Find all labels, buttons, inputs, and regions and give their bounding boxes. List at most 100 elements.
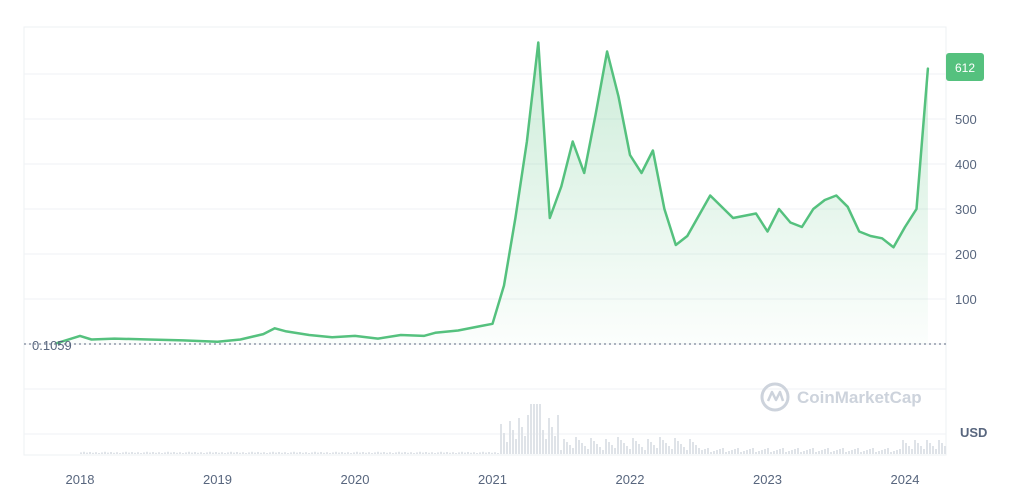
volume-bar <box>371 453 373 454</box>
volume-bar <box>257 452 259 454</box>
volume-bar <box>881 450 883 454</box>
volume-bar <box>548 418 550 454</box>
volume-bar <box>215 452 217 454</box>
volume-bar <box>701 450 703 454</box>
volume-bar <box>380 452 382 454</box>
volume-bar <box>608 442 610 454</box>
volume-bar <box>914 440 916 454</box>
volume-bar <box>788 451 790 454</box>
volume-bar <box>269 452 271 454</box>
x-tick-label: 2019 <box>203 472 232 487</box>
volume-bar <box>776 450 778 454</box>
volume-bar <box>737 448 739 454</box>
volume-bar <box>572 448 574 454</box>
volume-bar <box>131 452 133 454</box>
volume-bar <box>554 436 556 454</box>
volume-bar <box>182 453 184 454</box>
volume-bar <box>587 449 589 454</box>
volume-bar <box>755 452 757 454</box>
volume-bar <box>938 440 940 454</box>
volume-bar <box>506 442 508 454</box>
volume-bar <box>455 453 457 454</box>
volume-bar <box>500 424 502 454</box>
volume-bar <box>512 430 514 454</box>
volume-bar <box>578 440 580 454</box>
coinmarketcap-icon-mark <box>766 390 785 402</box>
volume-bar <box>188 451 190 454</box>
x-tick-label: 2024 <box>891 472 920 487</box>
volume-bar <box>920 446 922 454</box>
volume-bar <box>716 450 718 454</box>
volume-bar <box>695 445 697 454</box>
volume-bar <box>158 452 160 454</box>
volume-bar <box>470 452 472 454</box>
volume-bar <box>317 452 319 454</box>
chart-frame <box>23 26 947 456</box>
volume-bar <box>260 452 262 454</box>
volume-bar <box>446 452 448 454</box>
volume-bar <box>590 438 592 454</box>
volume-bar <box>281 452 283 454</box>
volume-bar <box>542 430 544 454</box>
volume-bar <box>932 446 934 454</box>
volume-bar <box>320 452 322 454</box>
volume-bar <box>740 452 742 454</box>
volume-bar <box>896 450 898 454</box>
volume-bar <box>149 452 151 454</box>
coinmarketcap-logo: CoinMarketCap <box>760 382 922 412</box>
volume-bar <box>698 448 700 454</box>
volume-bar <box>110 452 112 454</box>
volume-bar <box>107 452 109 454</box>
volume-bar <box>893 451 895 454</box>
volume-bar <box>413 453 415 454</box>
volume-bar <box>869 449 871 454</box>
volume-bar <box>140 453 142 454</box>
y-tick-label: 300 <box>955 202 977 217</box>
volume-bar <box>662 440 664 454</box>
volume-bar <box>596 444 598 454</box>
volume-bar <box>374 452 376 454</box>
volume-bar <box>254 452 256 454</box>
volume-bar <box>713 451 715 454</box>
volume-bar <box>332 452 334 454</box>
volume-bar <box>665 443 667 454</box>
volume-bar <box>593 441 595 454</box>
volume-bar <box>746 450 748 454</box>
volume-bar <box>383 452 385 454</box>
y-axis-ticks: 100 200 300 400 500 <box>955 112 977 307</box>
volume-bar <box>233 452 235 454</box>
volume-bar <box>218 452 220 454</box>
coinmarketcap-icon <box>760 382 790 412</box>
x-axis-ticks: 2018 2019 2020 2021 2022 2023 2024 <box>66 472 920 487</box>
volume-bar <box>398 451 400 454</box>
volume-bar <box>677 441 679 454</box>
volume-bar <box>515 439 517 454</box>
volume-bar <box>95 452 97 454</box>
volume-bar <box>308 453 310 454</box>
volume-bar <box>632 438 634 454</box>
volume-bar <box>851 450 853 454</box>
volume-bar <box>449 452 451 454</box>
volume-bar <box>860 452 862 454</box>
volume-bar <box>419 451 421 454</box>
volume-bar <box>305 452 307 454</box>
current-price-label: 612 <box>955 61 975 75</box>
volume-bar <box>137 452 139 454</box>
volume-bar <box>614 448 616 454</box>
volume-bar <box>302 452 304 454</box>
volume-bar <box>731 450 733 454</box>
volume-bar <box>458 452 460 454</box>
volume-bar <box>674 438 676 454</box>
volume-bar <box>884 449 886 454</box>
volume-bar <box>350 453 352 454</box>
volume-bar <box>119 453 121 454</box>
volume-bar <box>842 448 844 454</box>
volume-bar <box>236 452 238 454</box>
volume-bar <box>347 452 349 454</box>
y-tick-label: 400 <box>955 157 977 172</box>
volume-bar <box>251 451 253 454</box>
volume-bar <box>749 449 751 454</box>
volume-bar <box>122 452 124 454</box>
volume-bar <box>569 445 571 454</box>
volume-bar <box>620 440 622 454</box>
